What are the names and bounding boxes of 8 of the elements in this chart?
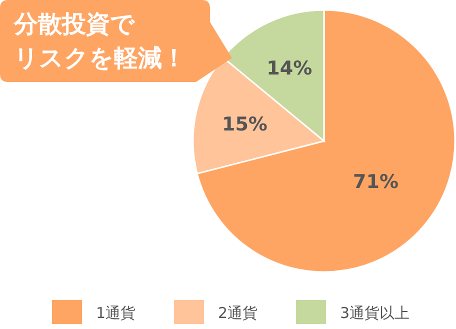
callout: 分散投資で リスクを軽減！ bbox=[0, 0, 232, 82]
legend-label: 3通貨以上 bbox=[340, 304, 410, 322]
data-label: 14% bbox=[266, 58, 312, 80]
legend-label: 1通貨 bbox=[96, 304, 136, 322]
data-label: 15% bbox=[222, 113, 268, 136]
legend-label: 2通貨 bbox=[218, 304, 258, 322]
data-label: 71% bbox=[353, 171, 398, 194]
pie: 71% 15% 14% bbox=[192, 9, 456, 273]
